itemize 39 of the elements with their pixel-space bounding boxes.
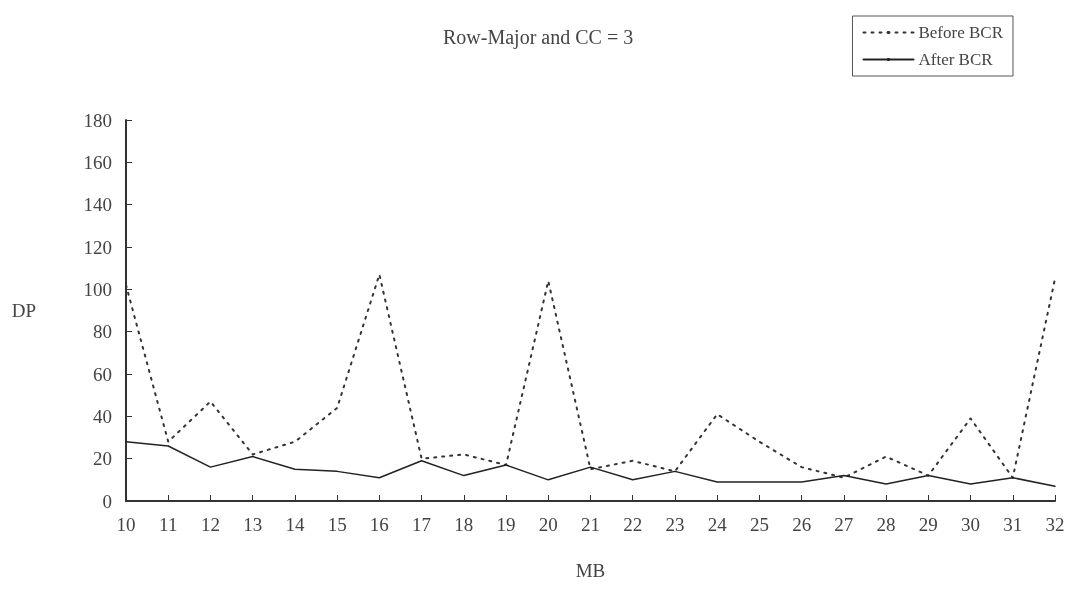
x-tick-label: 26	[792, 514, 812, 535]
y-tick-label: 20	[93, 448, 112, 470]
legend-label: Before BCR	[918, 23, 1004, 42]
y-tick-label: 120	[83, 236, 112, 258]
x-tick-label: 29	[918, 514, 938, 535]
y-tick-label: 0	[102, 490, 112, 512]
y-tick-label: 160	[83, 151, 112, 173]
x-tick-label: 22	[623, 514, 643, 535]
x-tick-label: 25	[749, 514, 769, 535]
y-tick-label: 180	[83, 109, 112, 131]
x-tick-label: 16	[369, 514, 389, 535]
x-tick-label: 28	[876, 514, 896, 535]
y-tick-label: 140	[83, 194, 112, 216]
x-tick-label: 12	[200, 514, 220, 535]
x-tick-label: 14	[285, 514, 305, 535]
x-tick-label: 32	[1045, 514, 1065, 535]
x-tick-label: 23	[665, 514, 685, 535]
x-tick-label: 20	[538, 514, 558, 535]
y-axis-title: DP	[11, 300, 36, 321]
x-tick-label: 10	[116, 514, 136, 535]
x-tick-label: 13	[243, 514, 263, 535]
y-tick-label: 100	[83, 278, 112, 300]
x-tick-label: 17	[412, 514, 432, 535]
x-tick-label: 15	[327, 514, 347, 535]
line-series	[125, 440, 1056, 487]
x-tick-label: 24	[707, 514, 728, 535]
x-tick-label: 27	[834, 514, 854, 535]
y-tick-label: 80	[93, 321, 112, 343]
x-tick-label: 11	[159, 514, 178, 535]
chart-title: Row-Major and CC = 3	[443, 26, 634, 49]
x-tick-label: 31	[1003, 514, 1023, 535]
x-tick-label: 18	[454, 514, 474, 535]
legend-label: After BCR	[918, 50, 994, 69]
y-tick-label: 60	[93, 363, 112, 385]
x-tick-label: 30	[961, 514, 981, 535]
x-tick-label: 21	[581, 514, 600, 535]
y-tick-label: 40	[93, 405, 112, 427]
x-axis-title: MB	[575, 560, 606, 581]
x-tick-label: 19	[496, 514, 516, 535]
